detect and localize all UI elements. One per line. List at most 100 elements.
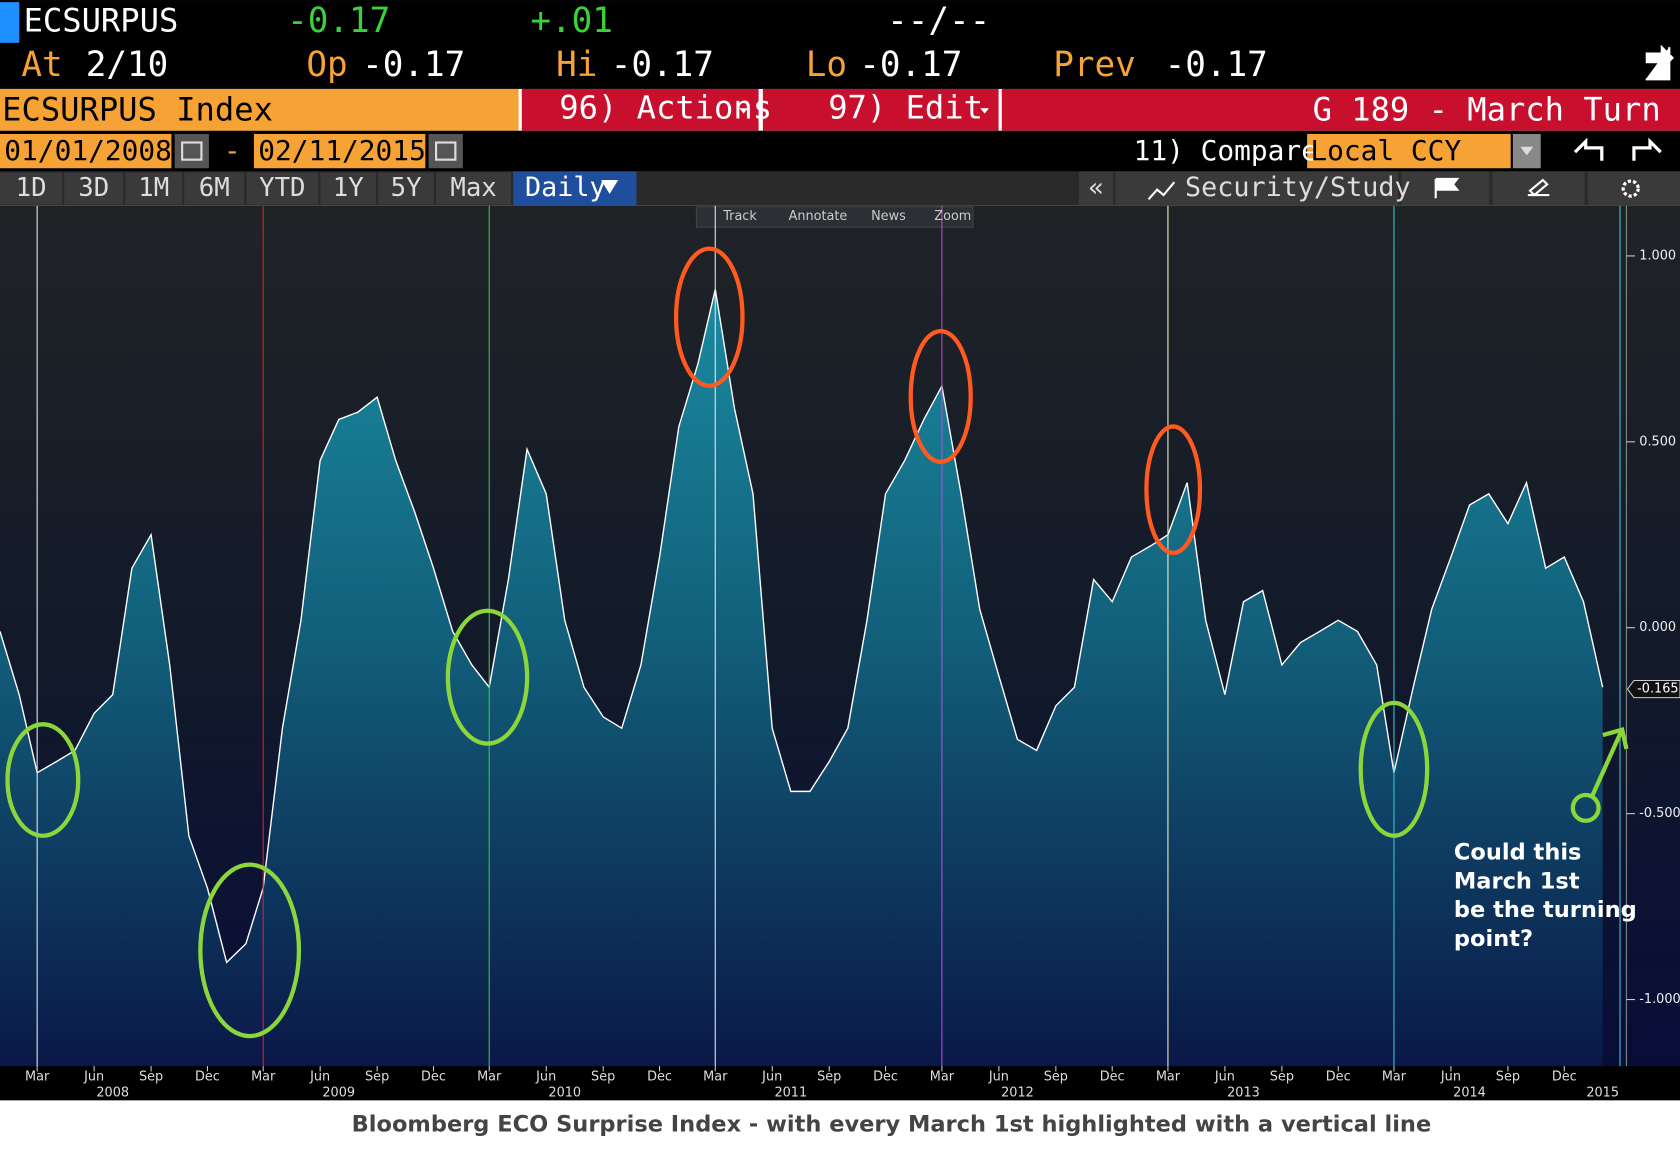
ticker-marker xyxy=(0,2,20,43)
actions-button[interactable] xyxy=(521,88,759,131)
period-label[interactable]: 6M xyxy=(199,173,230,203)
edit-menu[interactable]: 97) Edit xyxy=(828,88,983,126)
frequency-label[interactable]: Daily xyxy=(525,172,606,203)
calendar-button[interactable] xyxy=(428,133,463,169)
undo-redo-icons[interactable] xyxy=(1573,137,1662,161)
currency-box[interactable] xyxy=(1307,133,1511,169)
period-label[interactable]: 1Y xyxy=(333,173,364,203)
x-tick-label: Dec xyxy=(421,1069,446,1084)
last-value-box xyxy=(1626,679,1680,699)
currency[interactable]: Local CCY xyxy=(1310,134,1461,167)
x-tick-label: Mar xyxy=(477,1069,502,1084)
y-tick-label: 1.000 xyxy=(1639,248,1676,263)
highlight-circles xyxy=(5,246,1629,1039)
bid-ask: --/-- xyxy=(887,1,990,41)
period-button[interactable] xyxy=(246,172,319,205)
study-label[interactable]: Security/Study xyxy=(1185,172,1411,203)
y-tick-label: -0.500 xyxy=(1639,806,1680,821)
highlight-circle xyxy=(445,608,530,746)
arrow xyxy=(1590,726,1629,797)
x-tick-label: Sep xyxy=(1044,1069,1068,1084)
collapse-label[interactable]: « xyxy=(1088,173,1103,203)
highlight-circle xyxy=(1358,700,1430,838)
period-button[interactable] xyxy=(64,172,124,205)
field-label: Hi xyxy=(556,45,597,85)
x-tick-label: Mar xyxy=(1156,1069,1181,1084)
x-tick-label: Jun xyxy=(988,1069,1009,1084)
field-label: At xyxy=(21,45,62,85)
last-value-label: -0.165 xyxy=(1637,682,1678,697)
x-tick-label: Sep xyxy=(365,1069,389,1084)
area xyxy=(0,289,1603,1067)
end-date-box[interactable] xyxy=(253,133,426,169)
security-name[interactable]: ECSURPUS Index xyxy=(2,90,273,128)
x-tick-label: Sep xyxy=(591,1069,615,1084)
y-tick-label: 0.000 xyxy=(1639,620,1676,635)
settings-icon xyxy=(1621,179,1640,198)
annotation: be the turning xyxy=(1454,897,1637,923)
collapse-button[interactable] xyxy=(1078,171,1114,206)
period-label[interactable]: 5Y xyxy=(391,173,422,203)
x-tick-label: Sep xyxy=(817,1069,841,1084)
last-price: -0.17 xyxy=(287,1,390,41)
chart-toolbar xyxy=(695,206,974,228)
security-box[interactable] xyxy=(0,88,519,131)
year-label: 2008 xyxy=(96,1085,129,1100)
header-bg xyxy=(0,0,1680,89)
annotate-button[interactable] xyxy=(1492,171,1585,206)
annotate-icon xyxy=(1527,178,1550,197)
study-icon xyxy=(1147,181,1176,201)
year-label: 2012 xyxy=(1001,1085,1034,1100)
x-tick-label: Dec xyxy=(195,1069,220,1084)
chart-tool[interactable]: Zoom xyxy=(934,209,971,224)
start-date[interactable]: 01/01/2008 xyxy=(4,134,172,167)
period-button[interactable] xyxy=(320,172,377,205)
period-button[interactable] xyxy=(378,172,434,205)
period-label[interactable]: Max xyxy=(450,173,496,203)
edit-button[interactable] xyxy=(762,88,999,131)
end-date[interactable]: 02/11/2015 xyxy=(258,134,426,167)
field-value: -0.17 xyxy=(859,45,962,85)
ticker: ECSURPUS xyxy=(24,2,179,40)
x-tick-label: Sep xyxy=(1270,1069,1294,1084)
field-value: -0.17 xyxy=(1165,45,1268,85)
calendar-icon xyxy=(181,141,203,161)
frequency-button[interactable] xyxy=(513,171,637,206)
x-tick-label: Jun xyxy=(761,1069,782,1084)
chart-tool[interactable]: Annotate xyxy=(789,209,848,224)
study-button[interactable] xyxy=(1115,171,1399,206)
period-button[interactable] xyxy=(0,172,63,205)
field-value: -0.17 xyxy=(611,45,714,85)
calendar-button[interactable] xyxy=(174,133,209,169)
caption-bg xyxy=(0,1100,1680,1150)
export-icon[interactable] xyxy=(1645,44,1675,81)
period-button[interactable] xyxy=(184,172,245,205)
period-label[interactable]: YTD xyxy=(259,173,305,203)
period-label[interactable]: 3D xyxy=(78,173,109,203)
start-date-box[interactable] xyxy=(0,133,172,169)
page-bar xyxy=(1001,88,1680,131)
year-label: 2013 xyxy=(1227,1085,1260,1100)
chart-tool[interactable]: News xyxy=(871,209,906,224)
x-tick-label: Mar xyxy=(25,1069,50,1084)
x-tick-label: Dec xyxy=(1326,1069,1351,1084)
period-button[interactable] xyxy=(436,172,512,205)
highlight-circle xyxy=(908,328,973,464)
dropdown-arrow xyxy=(1520,146,1534,156)
chart-tool[interactable]: Track xyxy=(722,209,757,224)
field-value: 2/10 xyxy=(86,45,169,85)
x-tick-label: Dec xyxy=(1100,1069,1125,1084)
calendar-icon xyxy=(435,141,457,161)
x-tick-label: Jun xyxy=(309,1069,330,1084)
highlight-circle xyxy=(1144,424,1203,556)
y-tick-label: 0.500 xyxy=(1639,434,1676,449)
period-button[interactable] xyxy=(125,172,183,205)
settings-button[interactable] xyxy=(1587,171,1680,206)
compare-button[interactable]: 11) Compare xyxy=(1134,134,1318,167)
date-separator: - xyxy=(224,134,241,167)
period-label[interactable]: 1M xyxy=(138,173,169,203)
period-label[interactable]: 1D xyxy=(16,173,47,203)
year-label: 2014 xyxy=(1453,1085,1486,1100)
actions-menu[interactable]: 96) Actions xyxy=(559,88,772,126)
field-value: -0.17 xyxy=(362,45,465,85)
